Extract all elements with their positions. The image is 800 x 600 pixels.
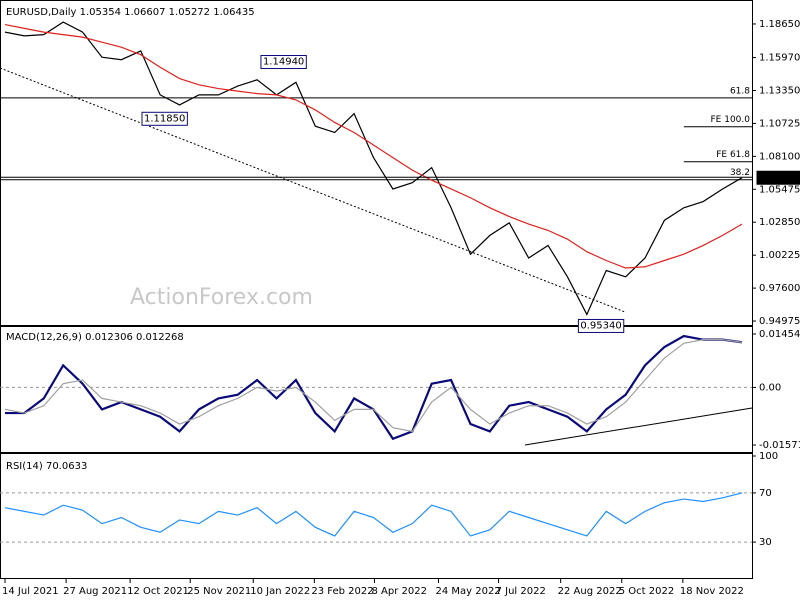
level-label: FE 100.0 [711,115,751,125]
annotation-label-box [260,55,307,70]
y-tick-label: 1.05475 [759,184,800,195]
y-tick-label: 1.08100 [759,151,800,162]
y-tick-label: 0.94975 [759,316,800,327]
annotation-label: 1.11850 [144,113,185,124]
series-line [4,492,743,537]
last-price-label: 1.06435 [759,172,800,183]
y-tick-label: 30 [759,537,772,548]
x-tick-label: 7 Jul 2022 [496,586,546,597]
x-tick-label: 18 Nov 2022 [680,586,744,597]
x-tick-label: 24 May 2022 [435,586,500,597]
last-price-label-box [756,170,800,185]
x-tick-label: 14 Jul 2021 [2,586,59,597]
series-line [4,339,743,433]
pane-title: RSI(14) 70.0633 [6,461,87,472]
annotation-label-box [141,111,188,126]
x-tick-label: 23 Feb 2022 [311,586,373,597]
price-pane [0,0,753,326]
level-label: FE 61.8 [716,150,750,160]
x-tick-label: 25 Nov 2021 [187,586,251,597]
x-tick-label: 5 Oct 2022 [619,586,674,597]
watermark: ActionForex.com [130,285,313,310]
y-tick-label: 1.13350 [759,85,800,96]
annotation-label: 1.14940 [263,57,304,68]
pane-title: MACD(12,26,9) 0.012306 0.012268 [6,332,184,343]
series-line [4,23,743,269]
level-label: 61.8 [730,86,750,96]
x-tick-label: 10 Jan 2022 [250,586,310,597]
y-tick-label: 0.00 [759,382,781,393]
y-tick-label: 0.014549 [759,329,800,340]
y-tick-label: -0.015712 [759,440,800,451]
y-tick-label: 0.97600 [759,283,800,294]
x-tick-label: 22 Aug 2022 [558,586,622,597]
x-tick-label: 8 Apr 2022 [371,586,426,597]
macd-pane [0,326,753,453]
y-tick-label: 1.18650 [759,19,800,30]
rsi-pane [0,453,753,579]
y-tick-label: 1.00225 [759,250,800,261]
series-line [4,21,743,316]
y-tick-label: 1.15970 [759,53,800,64]
x-tick-label: 12 Oct 2021 [127,586,189,597]
pane-title: EURUSD,Daily 1.05354 1.06607 1.05272 1.0… [6,7,255,18]
y-tick-label: 70 [759,488,772,499]
x-tick-label: 27 Aug 2021 [63,586,127,597]
level-label: 38.2 [730,168,750,178]
annotation-label-box [577,318,625,333]
macd-trend-line [524,407,753,446]
y-tick-label: 1.10725 [759,118,800,129]
annotation-label: 0.95340 [580,320,621,331]
y-tick-label: 1.02850 [759,217,800,228]
y-tick-label: 100 [759,451,778,462]
